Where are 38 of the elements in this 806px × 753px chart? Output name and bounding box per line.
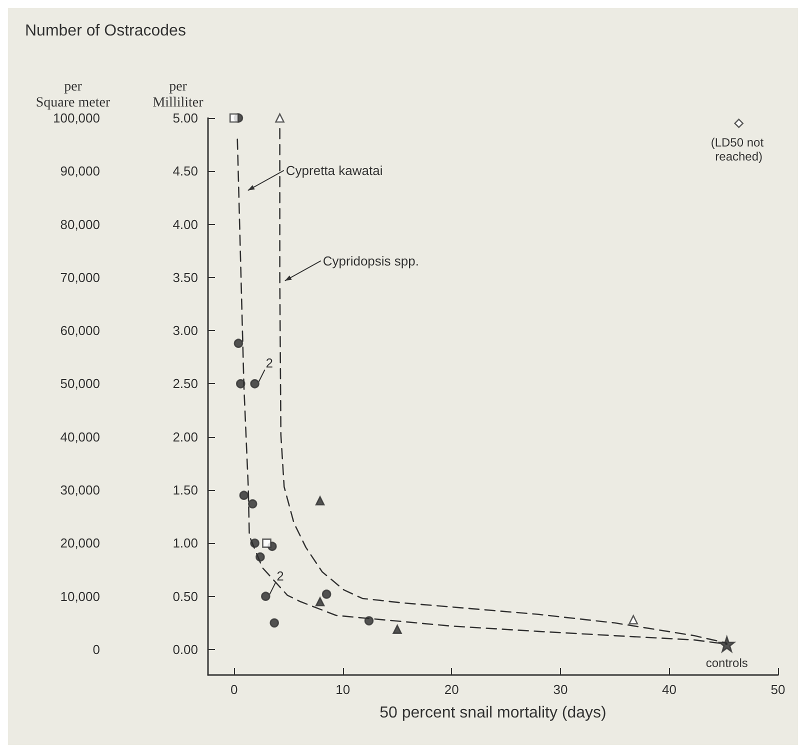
y-tick-label: 5.00 [172, 110, 198, 126]
y2-tick-label: 40,000 [60, 429, 100, 444]
annotation: Cypridopsis spp. [322, 253, 419, 268]
y-tick-label: 3.00 [172, 323, 198, 338]
annotation: controls [706, 656, 748, 670]
y2-tick-label: 60,000 [60, 323, 100, 338]
y2-tick-label: 10,000 [60, 588, 100, 604]
y-tick-label: 1.00 [172, 536, 198, 551]
y-tick-label: 1.50 [172, 482, 198, 498]
x-tick-label: 50 [770, 682, 786, 697]
chart-title: Number of Ostracodes [25, 22, 186, 40]
y-tick-label: 2.50 [172, 376, 198, 392]
y2-axis-title: per Square meter [36, 80, 110, 110]
x-tick-label: 0 [230, 682, 238, 697]
y2-tick-label: 30,000 [60, 482, 100, 498]
y-tick-label: 4.50 [172, 164, 198, 179]
y2-tick-label: 90,000 [60, 164, 100, 179]
x-tick-label: 40 [662, 682, 676, 697]
y2-tick-label: 0 [92, 642, 100, 657]
annotation: 2 [266, 356, 274, 371]
y2-tick-label: 80,000 [60, 216, 100, 232]
x-tick-label: 30 [553, 682, 568, 697]
annotation: 2 [276, 568, 284, 584]
x-axis-title: 50 percent snail mortality (days) [380, 704, 606, 722]
annotation: (LD50 not reached) [710, 135, 767, 164]
annotation: Cypretta kawatai [286, 162, 383, 178]
x-tick-label: 20 [444, 682, 459, 697]
y2-tick-label: 20,000 [60, 536, 100, 551]
y2-tick-label: 100,000 [53, 110, 100, 126]
y-tick-label: 4.00 [172, 216, 198, 232]
y2-tick-label: 70,000 [60, 270, 100, 285]
y-tick-label: 0.00 [172, 642, 198, 657]
y2-tick-label: 50,000 [60, 376, 100, 392]
y-axis-title: per Milliliter [152, 80, 204, 110]
y-tick-label: 2.00 [172, 429, 198, 444]
x-tick-label: 10 [336, 682, 350, 697]
y-tick-label: 0.50 [172, 588, 198, 604]
y-tick-label: 3.50 [172, 270, 198, 285]
